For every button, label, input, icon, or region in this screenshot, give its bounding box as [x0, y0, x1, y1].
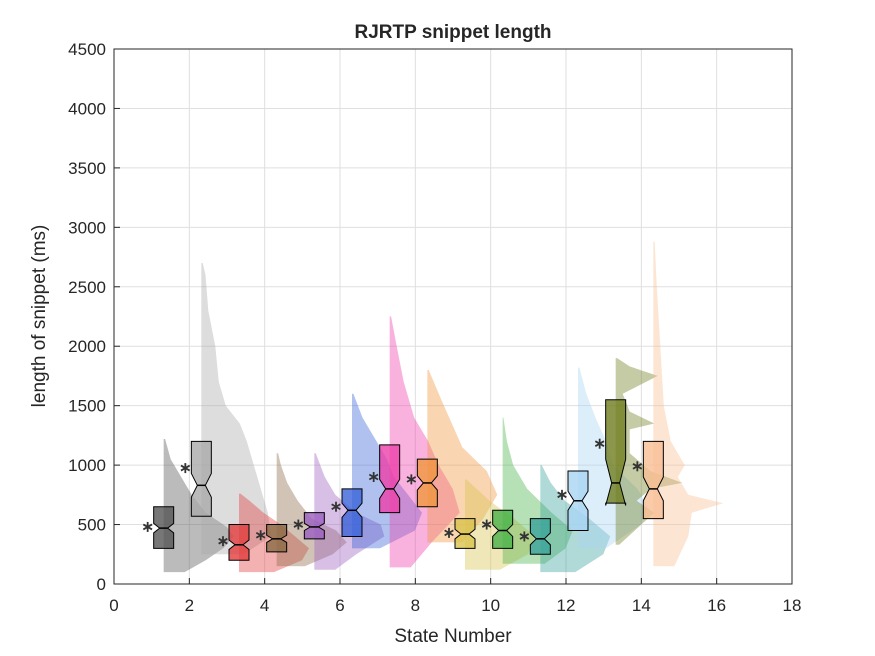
x-tick-labels: 0 2 4 6 8 10 12 14 16 18: [109, 596, 801, 615]
y-tick-label: 2500: [68, 278, 106, 297]
x-tick-label: 2: [185, 596, 194, 615]
x-tick-label: 4: [260, 596, 269, 615]
boxplot-state-7: [379, 444, 401, 514]
boxplot-state-2: [190, 440, 212, 517]
y-tick-label: 500: [78, 516, 106, 535]
mean-marker-state-5: [293, 519, 304, 530]
boxplot-state-14: [642, 440, 664, 520]
x-tick-label: 0: [109, 596, 118, 615]
mean-marker-state-6: [331, 501, 341, 512]
mean-marker-state-10: [481, 519, 492, 530]
mean-marker-state-7: [368, 472, 379, 482]
x-tick-label: 14: [632, 596, 651, 615]
mean-marker-state-8: [406, 474, 417, 485]
y-tick-label: 4000: [68, 99, 106, 118]
y-tick-label: 1000: [68, 456, 106, 475]
x-tick-label: 10: [481, 596, 500, 615]
density-cloud-state-7: [389, 316, 460, 568]
x-axis-label: State Number: [394, 626, 512, 647]
mean-marker-state-4: [255, 530, 266, 541]
y-tick-label: 0: [97, 575, 106, 594]
x-tick-label: 16: [707, 596, 726, 615]
density-cloud-state-14: [653, 241, 724, 567]
y-tick-labels: 0 500 1000 1500 2000 2500 3000 3500 4000 4500: [68, 40, 106, 594]
chart-title: RJRTP snippet length: [354, 22, 551, 43]
mean-marker-state-12: [557, 489, 567, 500]
density-cloud-state-13: [615, 358, 683, 545]
plot-area: [114, 49, 792, 584]
x-tick-label: 8: [411, 596, 420, 615]
mean-marker-state-3: [218, 536, 228, 547]
x-tick-label: 6: [335, 596, 344, 615]
axes-frame: [113, 48, 793, 585]
boxplot-state-3: [228, 524, 250, 561]
y-tick-label: 4500: [68, 40, 106, 59]
mean-marker-state-9: [444, 527, 454, 538]
y-tick-label: 1500: [68, 397, 106, 416]
boxplot-state-13: [605, 399, 627, 506]
grid-lines: [113, 48, 793, 585]
mean-marker-state-13: [594, 438, 605, 449]
mean-marker-state-2: [180, 463, 191, 474]
density-cloud-state-8: [427, 370, 498, 543]
x-tick-label: 12: [557, 596, 576, 615]
mean-marker-state-14: [632, 461, 643, 472]
axes: [113, 48, 793, 585]
boxplot-state-5: [303, 512, 325, 540]
density-cloud-state-2: [201, 263, 272, 555]
notched-boxplots: [153, 399, 664, 561]
x-tick-label: 18: [783, 596, 802, 615]
mean-markers: [142, 438, 643, 547]
mean-marker-state-1: [142, 521, 153, 532]
boxplot-state-10: [492, 509, 514, 549]
boxplot-state-6: [341, 488, 363, 537]
y-axis-label: length of snippet (ms): [29, 225, 50, 408]
y-tick-label: 2000: [68, 337, 106, 356]
y-tick-label: 3000: [68, 218, 106, 237]
density-cloud-state-10: [502, 417, 573, 564]
density-cloud-state-4: [276, 453, 347, 567]
boxplot-state-11: [529, 518, 551, 555]
y-tick-label: 3500: [68, 159, 106, 178]
mean-marker-state-11: [519, 531, 530, 542]
density-cloud-state-12: [578, 367, 648, 549]
